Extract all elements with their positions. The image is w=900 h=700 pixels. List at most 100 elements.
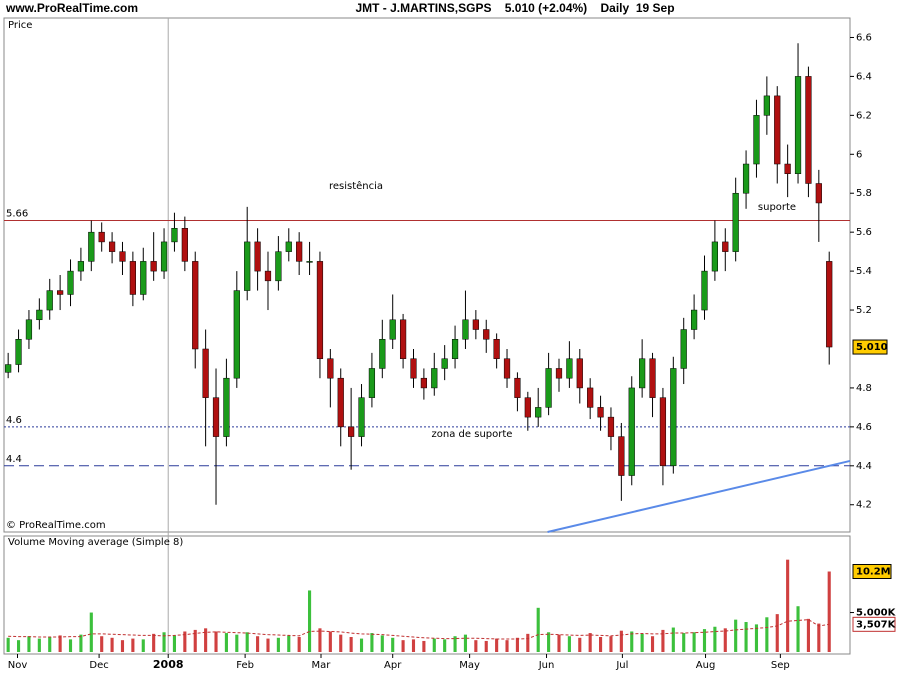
volume-bar [588, 633, 592, 652]
volume-bar [16, 640, 21, 652]
volume-bar [671, 627, 675, 652]
candle-body [410, 358, 417, 379]
candle-body [493, 339, 500, 359]
volume-bar [702, 629, 707, 652]
volume-bar [734, 619, 738, 652]
volume-bar [370, 633, 374, 652]
candle-body [472, 319, 479, 330]
x-tick-label: Dec [89, 660, 108, 671]
candle-body [67, 270, 74, 295]
y-tick-label: 6 [856, 149, 862, 160]
candle-body [649, 358, 656, 398]
volume-bar [630, 631, 634, 652]
candle-body [77, 261, 85, 272]
volume-bar [567, 636, 571, 652]
price-pane [3, 17, 851, 533]
candle-body [441, 358, 448, 369]
volume-bar [453, 636, 457, 652]
volume-bar [349, 637, 353, 652]
candle-body [742, 163, 750, 194]
volume-bar [422, 640, 426, 652]
volume-bar [235, 634, 239, 652]
volume-bar [380, 635, 384, 652]
volume-bar [193, 629, 197, 652]
candle-body [524, 397, 531, 418]
volume-bar [754, 624, 759, 652]
volume-bar [141, 639, 145, 652]
volume-bar [775, 614, 779, 652]
watermark: © ProRealTime.com [6, 520, 106, 531]
candle-body [316, 261, 324, 359]
volume-bar [526, 633, 530, 652]
candle-body [108, 241, 116, 252]
volume-bar [786, 559, 790, 652]
x-tick-label: Feb [236, 660, 254, 671]
trend-line [547, 459, 851, 533]
y-tick-label: 4.8 [856, 383, 872, 394]
volume-bar [744, 622, 748, 652]
candle-body [5, 364, 12, 373]
annotation: suporte [758, 202, 796, 213]
volume-bar [557, 634, 561, 652]
candle-body [628, 387, 635, 476]
volume-bar [484, 640, 488, 652]
candle-body [233, 290, 240, 379]
candle-body [285, 241, 292, 252]
volume-bar [599, 637, 603, 652]
candle-body [306, 261, 313, 263]
candle-body [535, 407, 542, 418]
chart-title: JMT - J.MARTINS,SGPS 5.010 (+2.04%) Dail… [355, 1, 674, 15]
y-tick-label: 6.6 [856, 32, 872, 43]
x-tick-label: Jul [615, 660, 628, 671]
last-ma-label: 3,507K [856, 619, 897, 630]
y-tick-label: 5.4 [856, 266, 872, 277]
volume-bar [162, 632, 166, 652]
candle-body [607, 416, 615, 437]
volume-bar [661, 629, 665, 652]
candle-body [275, 251, 282, 282]
volume-bar [765, 617, 769, 652]
volume-bar [682, 633, 686, 652]
candle-body [545, 368, 552, 408]
y-tick-label: 4.2 [856, 500, 872, 511]
candle-body [659, 397, 667, 467]
candle-body [576, 358, 583, 389]
candle-body [503, 358, 511, 379]
candle-body [296, 241, 303, 262]
candle-body [202, 348, 209, 398]
candle-body [399, 319, 407, 359]
volume-title: Volume Moving average (Simple 8) [8, 537, 183, 548]
last-volume-box [852, 564, 892, 580]
x-tick-label: Apr [384, 660, 402, 671]
candle-body [57, 290, 64, 295]
volume-bar [27, 636, 31, 652]
x-tick-label: 2008 [153, 658, 184, 671]
candle-body [46, 290, 53, 311]
x-tick-label: Jun [538, 660, 555, 671]
volume-bar [328, 631, 332, 652]
volume-bar [817, 623, 821, 652]
candle-body [389, 319, 396, 340]
candle-body [639, 358, 646, 389]
volume-bar [79, 634, 83, 652]
x-tick-label: Mar [312, 660, 332, 671]
candle-body [462, 319, 469, 340]
x-tick-label: Sep [771, 660, 790, 671]
candle-body [368, 368, 376, 398]
y-tick-label: 6.4 [856, 71, 872, 82]
volume-bar [609, 636, 613, 652]
volume-bar [359, 638, 364, 652]
volume-bar [68, 639, 73, 652]
candle-body [337, 377, 344, 428]
candle-body [805, 76, 812, 184]
volume-bar [515, 637, 519, 652]
volume-bar [287, 635, 291, 652]
last-price-box [852, 339, 888, 355]
candle-body [119, 251, 126, 262]
y-tick-label: 5.6 [856, 227, 872, 238]
volume-bar [172, 635, 177, 652]
y-tick-label: 6.2 [856, 110, 872, 121]
volume-bar [463, 634, 468, 652]
volume-bar [89, 612, 93, 652]
